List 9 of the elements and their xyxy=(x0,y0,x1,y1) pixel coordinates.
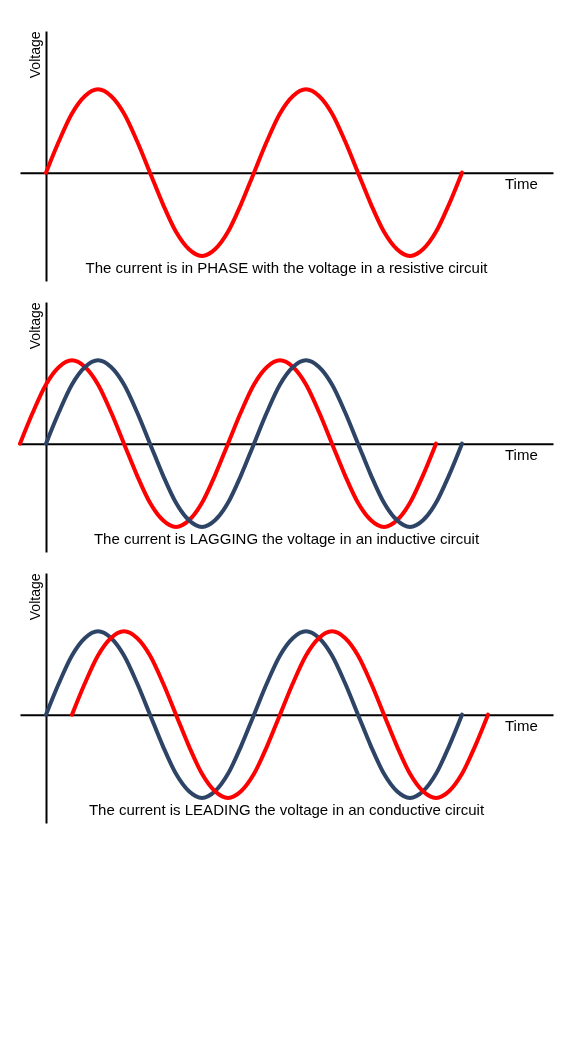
x-axis-title: Time xyxy=(505,445,538,463)
text: The current is in PHASE with the voltage in a resistive circuit xyxy=(85,259,489,276)
text: The current is LEADING the voltage in an conductive circuit xyxy=(88,801,485,818)
x-axis-title: Time xyxy=(505,174,538,192)
text: The current is LAGGING the voltage in an inductive circuit xyxy=(93,530,480,547)
y-axis-title: Voltage xyxy=(26,573,43,621)
y-axis-title: Voltage xyxy=(26,31,43,79)
x-axis-title: Time xyxy=(505,716,538,734)
y-axis-title: Voltage xyxy=(26,302,43,350)
